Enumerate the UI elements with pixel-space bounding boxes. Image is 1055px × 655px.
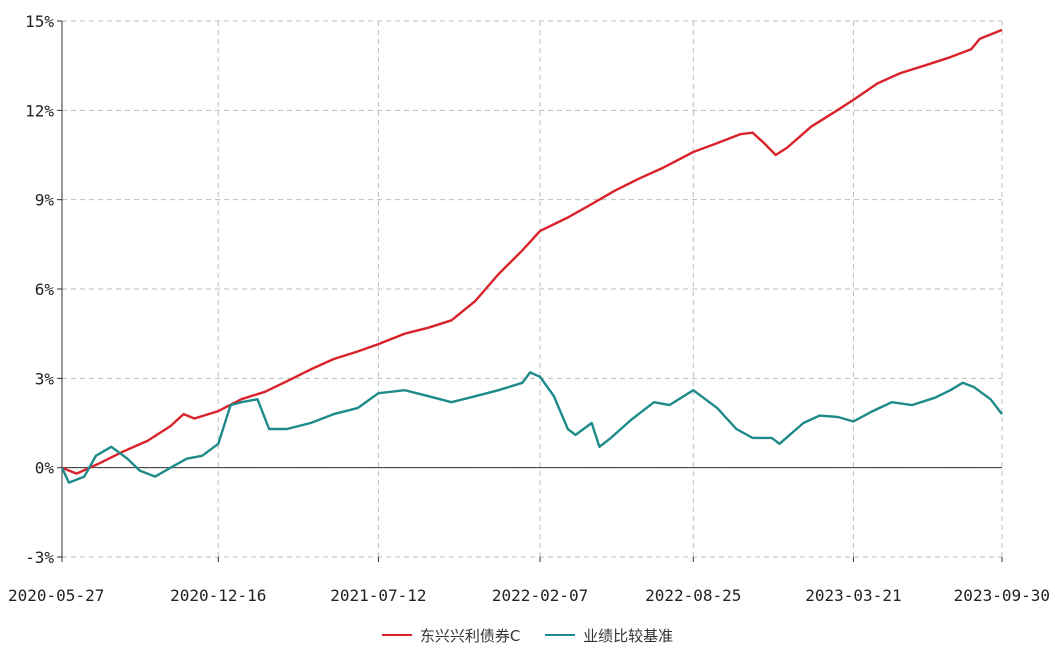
y-tick-label: 9% xyxy=(35,191,55,210)
y-tick-label: 0% xyxy=(35,459,55,478)
x-tick-label: 2022-08-25 xyxy=(645,586,741,605)
legend-swatch-benchmark xyxy=(545,634,576,636)
y-tick-label: 12% xyxy=(25,101,54,120)
y-tick-label: 15% xyxy=(25,12,54,31)
legend-swatch-fund xyxy=(381,634,412,636)
y-tick-label: 3% xyxy=(35,369,55,388)
series-line-benchmark xyxy=(60,371,1003,484)
line-chart: 15% 12% 9% 6% 3% 0% -3% 2020-05-27 2020-12-16 202… xyxy=(8,12,1050,605)
tick-labels: 15% 12% 9% 6% 3% 0% -3% 2020-05-27 2020-12-16 202… xyxy=(8,12,1050,605)
legend-item-benchmark: 业绩比较基准 xyxy=(545,625,673,646)
grid xyxy=(61,20,1003,558)
legend-item-fund: 东兴兴利债券C xyxy=(381,625,521,646)
axes xyxy=(57,20,1003,562)
legend-label-fund: 东兴兴利债券C xyxy=(419,626,521,645)
x-tick-label: 2022-02-07 xyxy=(492,586,588,605)
y-tick-label: -3% xyxy=(25,548,54,567)
legend: 东兴兴利债券C 业绩比较基准 xyxy=(0,622,1055,646)
x-tick-label: 2023-03-21 xyxy=(805,586,901,605)
x-tick-label: 2020-12-16 xyxy=(170,586,266,605)
x-tick-label: 2021-07-12 xyxy=(330,586,426,605)
series-line-fund xyxy=(61,28,1003,475)
series-lines xyxy=(60,28,1003,484)
x-tick-label: 2020-05-27 xyxy=(8,586,104,605)
y-tick-label: 6% xyxy=(35,280,55,299)
x-tick-label: 2023-09-30 xyxy=(954,586,1050,605)
legend-label-benchmark: 业绩比较基准 xyxy=(583,626,674,645)
